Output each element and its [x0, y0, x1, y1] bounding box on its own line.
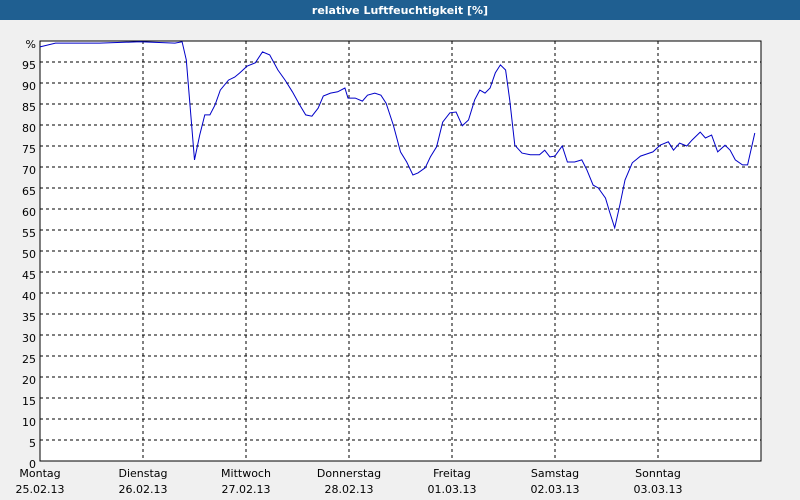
y-tick-label: 10 — [22, 416, 36, 429]
y-tick-label: % — [26, 38, 36, 51]
y-tick-label: 40 — [22, 290, 36, 303]
x-tick-label: Dienstag — [118, 467, 167, 480]
x-tick-label: Freitag — [433, 467, 471, 480]
y-tick-label: 80 — [22, 122, 36, 135]
x-tick-date: 27.02.13 — [222, 483, 271, 496]
y-tick-label: 35 — [22, 311, 36, 324]
y-tick-label: 55 — [22, 227, 36, 240]
chart-title: relative Luftfeuchtigkeit [%] — [311, 4, 489, 17]
y-tick-label: 30 — [22, 332, 36, 345]
y-tick-label: 75 — [22, 143, 36, 156]
data-line — [39, 41, 756, 230]
x-tick-date: 02.03.13 — [531, 483, 580, 496]
y-tick-label: 85 — [22, 101, 36, 114]
y-tick-label: 65 — [22, 185, 36, 198]
plot-frame — [39, 40, 762, 462]
x-tick-date: 26.02.13 — [119, 483, 168, 496]
x-tick-label: Montag — [19, 467, 60, 480]
y-tick-label: 70 — [22, 164, 36, 177]
y-tick-label: 25 — [22, 353, 36, 366]
y-tick-label: 95 — [22, 59, 36, 72]
y-tick-label: 45 — [22, 269, 36, 282]
x-tick-date: 28.02.13 — [325, 483, 374, 496]
y-tick-label: 20 — [22, 374, 36, 387]
x-tick-date: 03.03.13 — [634, 483, 683, 496]
y-tick-label: 60 — [22, 206, 36, 219]
y-tick-label: 15 — [22, 395, 36, 408]
x-tick-date: 25.02.13 — [16, 483, 65, 496]
title-bar: relative Luftfeuchtigkeit [%] — [0, 0, 800, 20]
x-tick-label: Samstag — [531, 467, 579, 480]
x-tick-label: Donnerstag — [317, 467, 381, 480]
x-tick-date: 01.03.13 — [428, 483, 477, 496]
y-tick-label: 5 — [29, 437, 36, 450]
y-tick-label: 0 — [29, 458, 36, 471]
x-tick-label: Sonntag — [635, 467, 681, 480]
y-tick-label: 90 — [22, 80, 36, 93]
y-tick-label: 50 — [22, 248, 36, 261]
x-tick-label: Mittwoch — [221, 467, 271, 480]
